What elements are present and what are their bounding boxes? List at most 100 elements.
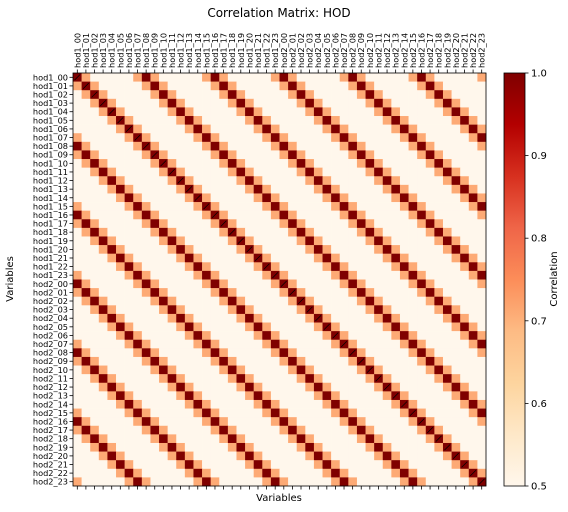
heatmap-cell — [313, 356, 323, 366]
heatmap-cell — [159, 219, 168, 229]
heatmap-cell — [90, 270, 100, 280]
heatmap-cell — [73, 133, 82, 143]
heatmap-cell — [279, 468, 289, 478]
heatmap-cell — [356, 417, 366, 427]
heatmap-cell — [227, 184, 237, 194]
heatmap-cell — [451, 176, 461, 186]
heatmap-cell — [236, 382, 246, 392]
heatmap-cell — [477, 253, 487, 263]
heatmap-cell — [245, 236, 254, 246]
heatmap-cell — [305, 331, 315, 341]
heatmap-cell — [236, 417, 246, 427]
heatmap-cell — [253, 477, 263, 487]
heatmap-cell — [382, 98, 392, 108]
heatmap-cell — [90, 245, 100, 254]
heatmap-cell — [184, 133, 194, 143]
heatmap-cell — [313, 374, 323, 384]
heatmap-cell — [150, 236, 160, 246]
heatmap-cell — [442, 270, 452, 280]
heatmap-cell — [270, 399, 280, 409]
x-tick-label: hod1_16 — [210, 33, 220, 68]
heatmap-cell — [460, 107, 470, 117]
heatmap-cell — [210, 141, 220, 151]
heatmap-cell — [296, 227, 306, 237]
heatmap-cell — [442, 288, 452, 298]
heatmap-cell — [408, 150, 418, 160]
heatmap-cell — [107, 81, 117, 91]
heatmap-cell — [227, 159, 237, 168]
heatmap-cell — [73, 331, 82, 341]
heatmap-cell — [417, 270, 427, 280]
heatmap-cell — [262, 468, 272, 478]
heatmap-cell — [116, 425, 125, 435]
heatmap-cell — [408, 399, 418, 409]
heatmap-cell — [477, 425, 487, 435]
heatmap-cell — [210, 382, 220, 392]
heatmap-cell — [262, 313, 272, 323]
heatmap-cell — [460, 451, 470, 461]
heatmap-cell — [98, 159, 108, 168]
heatmap-cell — [339, 331, 349, 341]
heatmap-cell — [167, 374, 177, 384]
heatmap-cell — [296, 81, 306, 91]
heatmap-cell — [434, 262, 444, 272]
heatmap-cell — [434, 202, 444, 211]
heatmap-cell — [374, 305, 384, 315]
heatmap-cell — [90, 193, 100, 203]
heatmap-cell — [219, 468, 229, 478]
heatmap-cell — [116, 210, 125, 220]
heatmap-cell — [417, 227, 427, 237]
heatmap-cell — [331, 477, 341, 487]
heatmap-cell — [98, 141, 108, 151]
heatmap-cell — [417, 288, 427, 298]
x-tick-label: hod1_04 — [107, 33, 117, 68]
heatmap-cell — [219, 331, 229, 341]
heatmap-cell — [477, 141, 487, 151]
heatmap-cell — [322, 288, 332, 298]
heatmap-cell — [434, 219, 444, 229]
heatmap-cell — [365, 90, 375, 100]
heatmap-cell — [417, 279, 427, 289]
heatmap-cell — [313, 116, 323, 125]
heatmap-cell — [434, 150, 444, 160]
heatmap-cell — [305, 348, 315, 358]
heatmap-cell — [90, 468, 100, 478]
x-tick-label: hod1_10 — [158, 33, 168, 68]
heatmap-cell — [184, 477, 194, 487]
heatmap-cell — [339, 279, 349, 289]
heatmap-cell — [425, 262, 435, 272]
heatmap-cell — [356, 81, 366, 91]
heatmap-cell — [279, 451, 289, 461]
x-tick-label: hod2_12 — [382, 33, 392, 68]
heatmap-cell — [245, 184, 254, 194]
heatmap-cell — [133, 288, 143, 298]
heatmap-cell — [159, 133, 168, 143]
heatmap-cell — [468, 124, 478, 134]
heatmap-cell — [150, 460, 160, 470]
heatmap-cell — [236, 270, 246, 280]
diagonal-marker — [435, 435, 442, 442]
heatmap-cell — [425, 159, 435, 168]
heatmap-cell — [167, 227, 177, 237]
heatmap-cell — [245, 210, 254, 220]
heatmap-cell — [141, 90, 151, 100]
heatmap-cell — [425, 245, 435, 254]
heatmap-cell — [210, 176, 220, 186]
heatmap-cell — [133, 253, 143, 263]
heatmap-cell — [399, 391, 409, 401]
heatmap-cell — [90, 176, 100, 186]
heatmap-cell — [331, 227, 341, 237]
y-tick-label: hod1_00 — [33, 72, 68, 82]
x-tick-label: hod2_22 — [468, 33, 478, 68]
heatmap-cell — [408, 451, 418, 461]
heatmap-cell — [331, 399, 341, 409]
heatmap-cell — [193, 107, 203, 117]
heatmap-cell — [90, 159, 100, 168]
heatmap-cell — [90, 236, 100, 246]
heatmap-cell — [279, 262, 289, 272]
heatmap-cell — [202, 356, 211, 366]
heatmap-cell — [227, 141, 237, 151]
heatmap-cell — [382, 391, 392, 401]
heatmap-cell — [374, 176, 384, 186]
heatmap-cell — [107, 116, 117, 125]
